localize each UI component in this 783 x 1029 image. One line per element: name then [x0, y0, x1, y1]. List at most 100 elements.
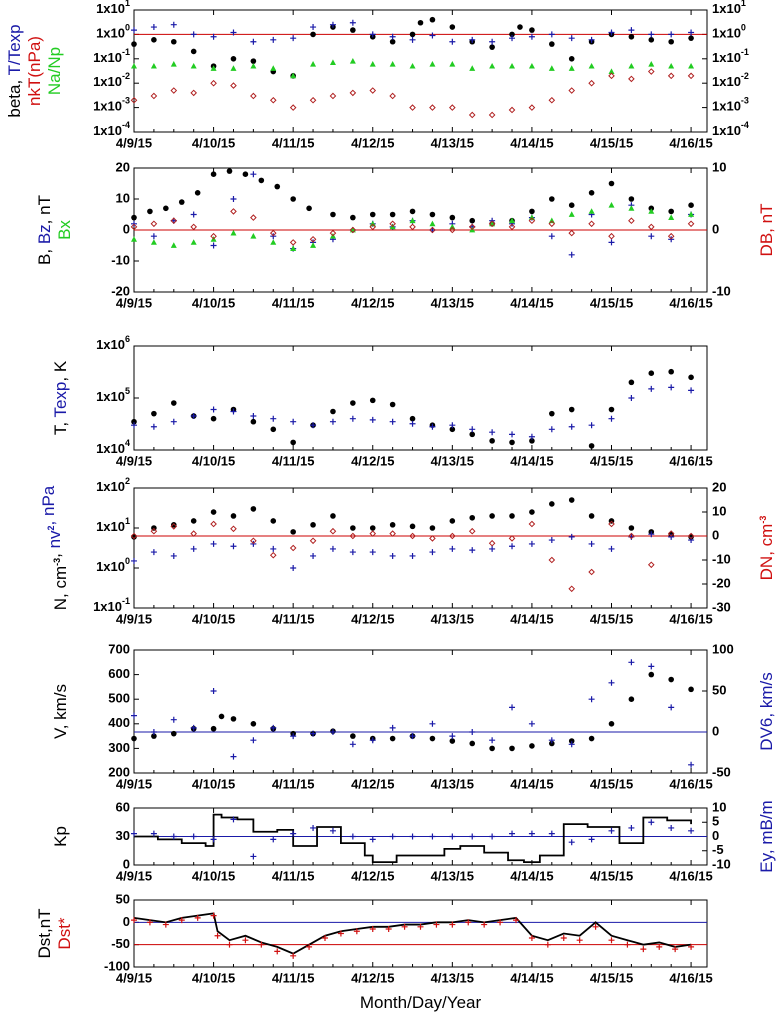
data-point [250, 38, 257, 45]
left-axis-label-2-part: Dst* [55, 917, 74, 950]
data-point [369, 223, 377, 231]
data-point [544, 941, 551, 948]
y-tick-label-exp: -2 [122, 72, 130, 82]
data-point [548, 737, 555, 744]
data-point [290, 245, 297, 251]
data-point [497, 919, 504, 926]
data-point [230, 816, 237, 823]
data-point [548, 217, 555, 224]
data-point [329, 729, 336, 735]
data-point [290, 565, 297, 571]
data-point [130, 96, 138, 104]
series-1 [131, 659, 695, 768]
data-point [528, 720, 535, 727]
y-tick-label: 30 [116, 828, 130, 843]
y-right-tick-label-base: 1x10 [712, 99, 741, 114]
data-point [389, 418, 396, 425]
y-right-tick-label: -20 [712, 575, 731, 590]
data-point [230, 513, 237, 519]
x-tick-label: 4/14/15 [510, 135, 553, 150]
data-point [310, 61, 317, 67]
data-point [608, 72, 615, 80]
data-point [329, 59, 336, 65]
data-point [309, 96, 317, 104]
y-tick-label: 20 [116, 159, 130, 174]
panel-beta: 4/9/15 4/10/15 4/11/15 4/12/15 4/13/15 4/14/1… [5, 0, 749, 150]
y-tick-label: 1x105 [96, 386, 130, 404]
y-right-tick-label: 5 [712, 814, 719, 829]
data-point [349, 226, 357, 234]
data-point [350, 400, 356, 406]
data-point [389, 211, 396, 218]
data-point [528, 33, 535, 40]
x-tick-label: 4/13/15 [431, 295, 474, 310]
y-tick-label-base: 1x10 [93, 50, 122, 65]
data-point [170, 730, 177, 737]
data-point [389, 33, 396, 40]
data-point [190, 545, 197, 552]
data-point [668, 368, 674, 375]
x-tick-label: 4/15/15 [590, 868, 633, 883]
data-point [608, 415, 615, 422]
data-point [170, 716, 177, 723]
data-point [528, 433, 535, 440]
data-point [469, 431, 476, 438]
y-tick-label-exp: 1 [125, 516, 130, 526]
data-point [628, 75, 635, 83]
data-point [628, 379, 635, 386]
data-point [449, 61, 456, 67]
panel-V: 4/9/15 4/10/15 4/11/15 4/12/15 4/13/15 4/14/1… [51, 641, 776, 791]
data-point [608, 180, 615, 187]
data-point [250, 853, 257, 860]
data-point [226, 168, 233, 174]
data-point [409, 733, 416, 740]
x-tick-label: 4/9/15 [116, 611, 152, 626]
y-right-tick-label: -30 [712, 599, 731, 614]
x-tick-label: 4/14/15 [510, 868, 553, 883]
x-tick-label: 4/10/15 [192, 453, 235, 468]
x-tick-label: 4/12/15 [351, 295, 394, 310]
data-point [250, 58, 257, 64]
data-point [449, 733, 456, 740]
data-point [648, 208, 655, 214]
data-point [429, 61, 436, 67]
y-right-tick-label: 0 [712, 221, 719, 236]
y-right-tick-label: 1x100 [712, 23, 746, 41]
x-tick-label: 4/12/15 [351, 453, 394, 468]
x-tick-label: 4/13/15 [431, 970, 474, 985]
data-point [270, 518, 277, 524]
data-point [409, 415, 416, 422]
data-point [568, 406, 575, 413]
data-point [648, 370, 655, 376]
data-point [509, 439, 515, 446]
y-tick-label: 300 [108, 740, 130, 755]
x-tick-label: 4/11/15 [272, 453, 315, 468]
data-point [509, 830, 516, 837]
right-axis-label-part: DV6, km/s [757, 672, 776, 750]
data-point [488, 111, 496, 119]
y-tick-label: -100 [104, 958, 130, 973]
data-point [409, 552, 416, 559]
data-point [668, 38, 674, 45]
data-point [369, 525, 376, 531]
data-point [509, 704, 516, 711]
y-tick-label: 0 [123, 914, 130, 929]
data-point [210, 836, 217, 843]
y-tick-label-base: 1x10 [96, 479, 125, 494]
data-point [465, 919, 472, 926]
y-tick-label: 1x10-1 [93, 596, 130, 614]
data-point [190, 89, 197, 97]
data-point [688, 761, 695, 768]
data-point [270, 65, 277, 71]
data-point [449, 426, 456, 433]
data-point [190, 413, 197, 420]
data-point [509, 62, 516, 69]
data-point [131, 422, 137, 429]
data-point [528, 217, 536, 225]
data-point [608, 827, 615, 834]
data-point [548, 556, 556, 564]
data-point [329, 545, 336, 552]
data-point [310, 31, 316, 38]
data-point [409, 36, 416, 43]
data-point [469, 740, 476, 747]
